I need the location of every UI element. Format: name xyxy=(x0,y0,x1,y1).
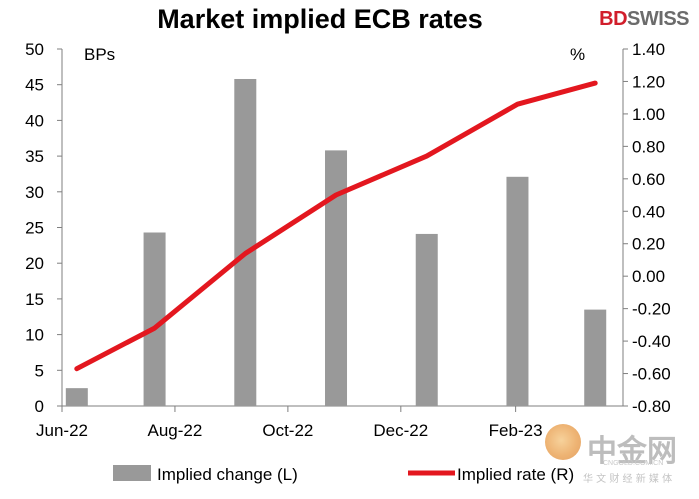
legend-label-line: Implied rate (R) xyxy=(457,465,574,484)
right-tick-label: -0.60 xyxy=(632,365,671,384)
left-tick-label: 10 xyxy=(25,326,44,345)
right-tick-label: 0.80 xyxy=(632,137,665,156)
right-tick-label: 0.00 xyxy=(632,267,665,286)
left-tick-label: 35 xyxy=(25,147,44,166)
watermark-url: CNGOLD.COM.CN xyxy=(603,460,664,467)
chart-bar xyxy=(143,232,166,406)
x-tick-label: Dec-22 xyxy=(373,421,428,440)
chart-bar xyxy=(325,150,348,406)
legend-swatch-bar xyxy=(113,465,151,481)
x-tick-label: Oct-22 xyxy=(262,421,313,440)
x-tick-label: Feb-23 xyxy=(489,421,543,440)
left-tick-label: 30 xyxy=(25,183,44,202)
left-tick-label: 40 xyxy=(25,111,44,130)
left-tick-label: 15 xyxy=(25,290,44,309)
right-tick-label: 1.00 xyxy=(632,105,665,124)
x-tick-label: Aug-22 xyxy=(148,421,203,440)
watermark-logo-icon xyxy=(545,424,581,460)
chart-bar xyxy=(584,309,607,406)
right-tick-label: 1.20 xyxy=(632,72,665,91)
right-tick-label: 0.20 xyxy=(632,235,665,254)
chart-title: Market implied ECB rates xyxy=(157,4,483,34)
right-tick-label: -0.80 xyxy=(632,397,671,416)
left-tick-label: 25 xyxy=(25,219,44,238)
watermark: 中金网 CNGOLD.COM.CN 华 文 财 经 新 媒 体 xyxy=(543,424,693,492)
right-tick-label: 0.60 xyxy=(632,170,665,189)
right-axis-label: % xyxy=(570,45,585,64)
left-tick-label: 20 xyxy=(25,254,44,273)
chart-bar xyxy=(506,176,529,406)
left-tick-label: 50 xyxy=(25,40,44,59)
watermark-subtitle: 华 文 财 经 新 媒 体 xyxy=(583,474,673,485)
implied-rate-line xyxy=(74,80,598,372)
right-tick-label: -0.40 xyxy=(632,332,671,351)
chart-bar xyxy=(415,233,438,406)
right-tick-label: -0.20 xyxy=(632,300,671,319)
left-tick-label: 5 xyxy=(35,361,44,380)
x-tick-label: Jun-22 xyxy=(36,421,88,440)
legend-label-bar: Implied change (L) xyxy=(157,465,298,484)
brand-logo: BDSWISS xyxy=(599,8,689,31)
right-tick-label: 0.40 xyxy=(632,202,665,221)
right-tick-label: 1.40 xyxy=(632,40,665,59)
left-tick-label: 0 xyxy=(35,397,44,416)
left-axis-label: BPs xyxy=(84,45,115,64)
brand-logo-part2: SWISS xyxy=(627,8,689,30)
left-tick-label: 45 xyxy=(25,76,44,95)
chart-bar xyxy=(234,78,257,406)
watermark-chinese: 中金网 xyxy=(587,434,677,469)
chart-bar xyxy=(65,388,88,406)
brand-logo-part1: BD xyxy=(599,8,628,30)
